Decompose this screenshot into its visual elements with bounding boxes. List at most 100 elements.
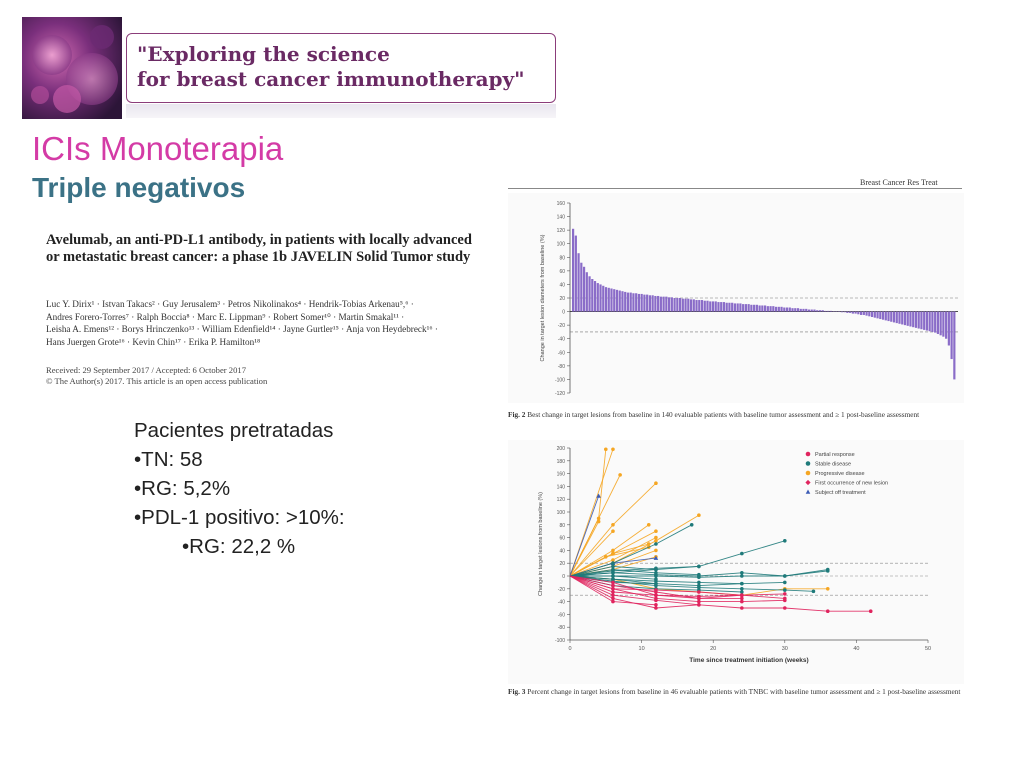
banner-text: "Exploring the science for breast cancer… — [137, 42, 525, 92]
fig2-y-tick-label: 80 — [559, 255, 565, 261]
fig2-bar — [673, 298, 676, 312]
fig2-bar — [744, 304, 747, 312]
fig3-series-line — [569, 530, 614, 577]
conference-banner: "Exploring the science for breast cancer… — [126, 33, 556, 103]
fig3-point — [611, 447, 615, 452]
fig3-point — [654, 588, 658, 592]
fig2-bar — [604, 287, 608, 312]
author-line-2: Andres Forero-Torres⁷ · Ralph Boccia⁸ · … — [46, 311, 405, 322]
fig3-point — [697, 603, 701, 607]
fig3-point — [596, 493, 601, 498]
fig2-bar — [917, 311, 920, 329]
fig2-bar — [794, 308, 797, 312]
fig3-point — [611, 593, 615, 597]
fig2-bar — [624, 291, 627, 312]
slide-subtitle: Triple negativos — [32, 172, 246, 203]
fig2-bar — [714, 301, 717, 312]
fig2-bar — [843, 311, 846, 313]
fig3-point — [611, 599, 615, 604]
fig2-bar — [791, 308, 794, 312]
fig3-point — [811, 589, 816, 594]
fig2-y-axis-label: Change in target lesion diameters from b… — [540, 234, 546, 361]
fig2-bar — [901, 311, 904, 325]
fig2-bar — [635, 293, 638, 312]
fig2-bar — [881, 311, 885, 320]
fig2-bar — [840, 311, 843, 313]
banner-line-1: "Exploring the science — [137, 42, 390, 66]
fig3-series-line — [569, 495, 600, 577]
fig2-bar — [695, 300, 698, 312]
fig2-bar — [807, 309, 811, 312]
fig2-bar — [879, 311, 882, 320]
fig2-bar — [670, 297, 673, 312]
fig2-bar — [742, 304, 745, 312]
fig2-bar — [799, 308, 802, 312]
bullets-heading: Pacientes pretratadas — [134, 419, 334, 442]
fig3-y-tick-label: -40 — [558, 600, 565, 606]
fig3-x-axis-label: Time since treatment initiation (weeks) — [689, 657, 808, 664]
fig2-bar — [783, 307, 786, 312]
fig2-bar — [618, 290, 621, 312]
fig3-series-line — [569, 565, 699, 577]
fig2-bar — [925, 311, 929, 331]
fig3-point — [740, 574, 744, 578]
fig3-point — [611, 551, 615, 556]
fig2-bar — [868, 311, 871, 317]
fig2-bar — [692, 299, 695, 312]
paper-authors: Luc Y. Dirix¹ · Istvan Takacs² · Guy Jer… — [46, 298, 486, 348]
fig2-bar — [654, 295, 657, 312]
fig3-point — [654, 548, 658, 553]
fig3-point — [825, 567, 830, 572]
fig3-point — [740, 571, 744, 575]
fig2-bar — [914, 311, 918, 328]
fig2-bar — [588, 276, 591, 312]
fig3-legend-label: Subject off treatment — [815, 490, 866, 496]
fig2-bar — [865, 311, 868, 316]
fig2-bar — [898, 311, 901, 324]
fig2-y-tick-label: -60 — [558, 350, 565, 356]
fig2-bar — [659, 296, 662, 312]
fig2-bar — [577, 253, 580, 312]
fig2-y-tick-label: 60 — [559, 269, 565, 275]
fig2-y-tick-label: 100 — [557, 242, 566, 248]
fig3-point — [689, 523, 694, 527]
fig3-point — [740, 590, 744, 594]
fig2-bar — [610, 288, 613, 312]
fig2-bar — [720, 302, 723, 312]
fig3-point — [697, 580, 701, 585]
fig2-bar — [777, 306, 780, 312]
fig3-y-tick-label: 180 — [557, 459, 566, 465]
fig3-series-line — [569, 521, 600, 577]
fig3-point — [697, 590, 701, 594]
fig3-legend-marker — [805, 451, 811, 457]
fig2-bar — [753, 304, 756, 312]
fig3-y-tick-label: 80 — [559, 523, 565, 529]
fig3-point — [611, 529, 615, 533]
fig3-x-tick-label: 50 — [925, 646, 931, 652]
fig2-bar — [805, 308, 808, 312]
fig3-point — [740, 551, 744, 556]
fig2-bar — [602, 285, 605, 312]
fig2-bar — [920, 311, 923, 330]
fig3-legend-marker — [805, 461, 811, 466]
fig2-bar — [829, 310, 833, 312]
fig3-caption: Fig. 3 Percent change in target lesions … — [508, 687, 964, 696]
fig3-point — [611, 569, 615, 573]
fig3-point — [740, 596, 744, 601]
fig3-point — [654, 577, 658, 581]
fig3-y-tick-label: 120 — [557, 497, 566, 503]
fig2-bar — [928, 311, 931, 332]
fig3-point — [611, 558, 615, 562]
fig3-point — [611, 583, 615, 588]
fig2-y-tick-label: 40 — [559, 282, 565, 288]
fig2-bar — [613, 289, 616, 312]
fig3-point — [783, 588, 787, 592]
fig3-point — [611, 564, 615, 569]
fig2-bar — [572, 228, 575, 312]
fig3-point — [654, 481, 658, 485]
fig3-legend-label: Partial response — [815, 452, 855, 458]
fig2-bar — [821, 310, 824, 312]
fig3-x-tick-label: 0 — [568, 646, 571, 652]
fig2-bar — [862, 311, 865, 315]
fig3-y-tick-label: 40 — [559, 548, 565, 554]
